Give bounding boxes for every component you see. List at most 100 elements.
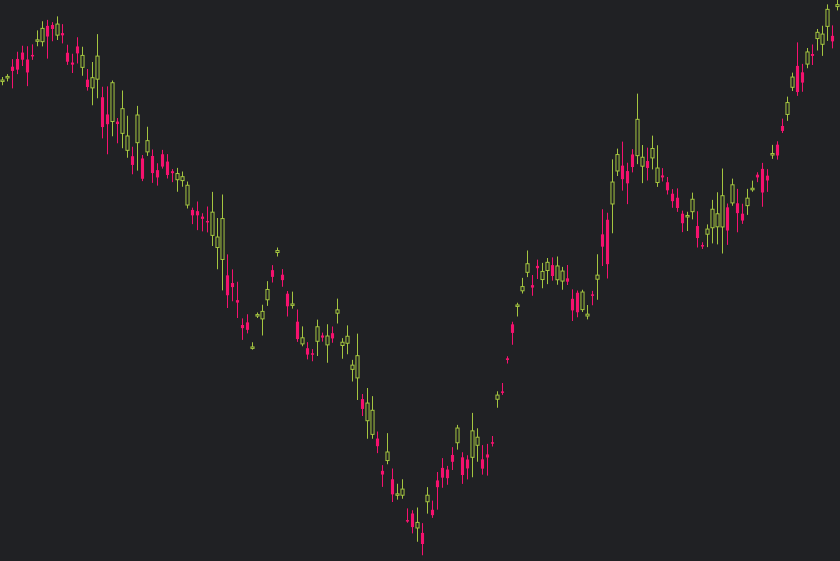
candle: [360, 394, 365, 416]
candle: [245, 314, 250, 334]
candle-body: [420, 532, 425, 545]
candle-body: [815, 31, 820, 40]
candle-body: [215, 236, 220, 249]
candle: [365, 387, 370, 439]
candle-body: [810, 53, 815, 56]
candle-body: [455, 427, 460, 444]
candle-body: [310, 353, 315, 355]
candle: [80, 46, 85, 76]
candle: [660, 168, 665, 182]
candle-body: [640, 156, 645, 167]
candle: [155, 163, 160, 186]
candle: [570, 289, 575, 321]
candle: [170, 169, 175, 183]
candle: [695, 211, 700, 248]
candle: [640, 145, 645, 184]
candle: [190, 207, 195, 225]
candle-body: [205, 220, 210, 223]
candle-body: [775, 144, 780, 156]
candle-body: [380, 470, 385, 475]
candle: [265, 281, 270, 306]
candle: [645, 147, 650, 181]
candle-body: [295, 321, 300, 340]
candle: [375, 431, 380, 454]
candle: [395, 483, 400, 500]
candle-body: [545, 261, 550, 272]
candle: [230, 269, 235, 302]
candle: [790, 72, 795, 91]
candle: [20, 45, 25, 66]
candle-body: [320, 335, 325, 338]
candle: [195, 201, 200, 231]
candle: [175, 167, 180, 192]
candle-body: [165, 161, 170, 175]
candle: [440, 458, 445, 488]
candle-body: [120, 108, 125, 134]
candle-body: [335, 309, 340, 314]
candle-body: [595, 274, 600, 280]
candle: [340, 338, 345, 359]
candle-body: [500, 391, 505, 393]
candle-body: [175, 173, 180, 181]
candle-body: [585, 313, 590, 317]
candle-body: [725, 207, 730, 231]
candle: [580, 289, 585, 312]
candle: [470, 412, 475, 478]
candle-body: [110, 82, 115, 122]
candle: [715, 192, 720, 245]
candle-body: [315, 326, 320, 342]
candle: [795, 42, 800, 96]
candle-body: [385, 451, 390, 462]
candle: [400, 479, 405, 499]
candle-body: [555, 265, 560, 281]
candle: [680, 210, 685, 233]
candle-body: [365, 402, 370, 422]
candle-body: [90, 77, 95, 89]
candle-body: [790, 76, 795, 88]
candle: [225, 254, 230, 309]
candle: [140, 154, 145, 182]
candle: [55, 16, 60, 40]
candle: [815, 29, 820, 51]
candle-body: [485, 454, 490, 458]
candle: [515, 302, 520, 317]
candle: [705, 224, 710, 248]
candle-body: [355, 355, 360, 379]
candle-body: [525, 263, 530, 273]
candle: [180, 171, 185, 187]
candle: [475, 428, 480, 462]
candle-body: [155, 170, 160, 178]
candle-body: [105, 114, 110, 125]
candle-body: [795, 65, 800, 93]
candle: [200, 213, 205, 232]
candle: [240, 318, 245, 340]
candle-body: [560, 270, 565, 282]
candle: [380, 465, 385, 487]
candle-body: [250, 346, 255, 349]
candle-body: [390, 479, 395, 495]
candle: [700, 242, 705, 249]
candle-body: [125, 135, 130, 151]
candle: [420, 523, 425, 556]
candle-body: [70, 62, 75, 65]
candle-body: [410, 513, 415, 528]
candle-body: [395, 493, 400, 496]
candle-body: [275, 250, 280, 254]
candle-body: [800, 72, 805, 83]
candle: [50, 22, 55, 42]
candle-body: [600, 234, 605, 247]
candle: [690, 192, 695, 220]
candle: [300, 326, 305, 347]
candle: [410, 510, 415, 534]
candle-body: [190, 209, 195, 216]
candle-body: [460, 457, 465, 476]
candle-body: [130, 156, 135, 165]
candle-body: [255, 314, 260, 317]
candle-body: [820, 33, 825, 45]
candle-body: [140, 158, 145, 179]
candle-body: [610, 181, 615, 205]
candle: [755, 172, 760, 183]
candle: [135, 105, 140, 171]
